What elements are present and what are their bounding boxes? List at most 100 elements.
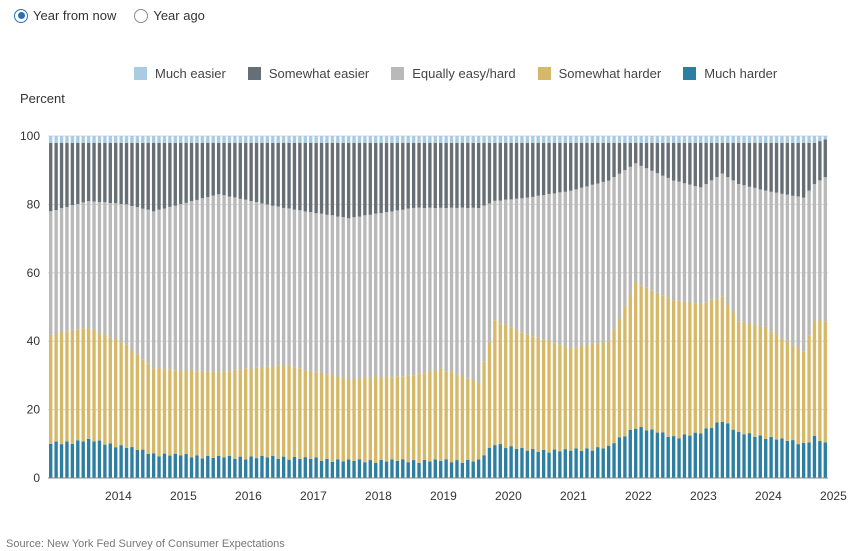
legend-item-equally[interactable]: Equally easy/hard (391, 66, 516, 81)
bar-segment-somewhat-easier (785, 142, 790, 195)
bar-segment-much-harder (108, 443, 112, 478)
bar-segment-somewhat-harder (807, 335, 811, 443)
bar-segment-somewhat-harder (742, 322, 746, 435)
bar-segment-much-harder (114, 447, 118, 478)
bar-segment-equally-easy-hard (411, 207, 416, 376)
bar-segment-much-easier (65, 136, 69, 143)
bar-segment-somewhat-harder (476, 382, 481, 460)
bar-segment-much-easier (596, 136, 600, 143)
bar-segment-somewhat-easier (650, 142, 654, 171)
bar-segment-somewhat-harder (309, 370, 313, 459)
bar-segment-equally-easy-hard (428, 207, 432, 372)
bar-segment-equally-easy-hard (384, 212, 389, 377)
bar-segment-much-easier (119, 136, 123, 143)
bar-segment-much-harder (352, 460, 356, 478)
radio-year-from-now-indicator[interactable] (14, 8, 28, 23)
bar-segment-much-harder (623, 436, 627, 478)
bar-segment-somewhat-easier (108, 142, 112, 204)
x-tick-label: 2025 (820, 489, 847, 503)
bar-segment-equally-easy-hard (238, 198, 242, 371)
bar-segment-much-harder (162, 453, 167, 478)
legend-item-somewhat-harder[interactable]: Somewhat harder (537, 66, 661, 81)
bar-segment-somewhat-harder (271, 367, 275, 456)
bar-segment-much-harder (260, 455, 264, 478)
bar-segment-somewhat-easier (688, 142, 692, 185)
bar-segment-somewhat-easier (76, 142, 80, 205)
bar-segment-much-easier (76, 136, 80, 143)
bar-segment-equally-easy-hard (433, 208, 437, 371)
bar-segment-equally-easy-hard (455, 207, 459, 375)
legend-item-much-harder[interactable]: Much harder (683, 66, 777, 81)
radio-year-from-now[interactable]: Year from now (14, 8, 116, 23)
bar-segment-somewhat-easier (590, 142, 595, 185)
bar-segment-much-harder (514, 449, 519, 478)
bar-segment-somewhat-harder (325, 374, 329, 459)
bar-segment-much-harder (774, 439, 779, 478)
bar-segment-somewhat-harder (601, 341, 605, 449)
bar-segment-somewhat-easier (558, 142, 562, 193)
bar-segment-somewhat-easier (655, 142, 660, 174)
bar-segment-somewhat-harder (103, 334, 107, 445)
bar-segment-somewhat-harder (298, 368, 302, 459)
bar-segment-much-easier (677, 136, 681, 143)
bar-segment-much-easier (357, 136, 362, 143)
bar-segment-equally-easy-hard (211, 195, 215, 372)
bar-segment-much-easier (493, 136, 497, 143)
bar-segment-somewhat-easier (265, 142, 270, 205)
bar-segment-much-easier (200, 136, 205, 143)
bar-segment-somewhat-easier (49, 142, 53, 212)
bar-segment-somewhat-easier (764, 142, 768, 191)
bar-segment-equally-easy-hard (336, 216, 340, 378)
bar-segment-much-easier (536, 136, 540, 143)
bar-segment-equally-easy-hard (780, 193, 784, 339)
bar-segment-equally-easy-hard (493, 200, 497, 321)
bar-segment-equally-easy-hard (319, 213, 324, 373)
legend-item-much-easier[interactable]: Much easier (134, 66, 226, 81)
bar-segment-equally-easy-hard (249, 201, 253, 370)
bar-segment-much-easier (254, 136, 259, 143)
bar-segment-somewhat-harder (449, 371, 454, 463)
radio-year-ago[interactable]: Year ago (134, 8, 205, 23)
bar-segment-somewhat-harder (693, 303, 697, 433)
bar-segment-equally-easy-hard (168, 206, 172, 370)
bar-segment-much-harder (49, 443, 53, 478)
bar-segment-somewhat-harder (244, 368, 248, 460)
bar-segment-somewhat-harder (736, 321, 741, 432)
bar-segment-much-easier (726, 136, 730, 143)
bar-segment-much-harder (720, 421, 725, 478)
bar-segment-much-harder (552, 449, 557, 478)
bar-segment-somewhat-harder (233, 369, 237, 459)
bar-segment-somewhat-easier (747, 142, 752, 187)
bar-segment-somewhat-harder (682, 301, 687, 435)
bar-segment-somewhat-easier (368, 142, 372, 215)
bar-segment-equally-easy-hard (715, 177, 719, 299)
bar-segment-somewhat-harder (357, 379, 362, 460)
legend-item-somewhat-easier[interactable]: Somewhat easier (247, 66, 369, 81)
bar-segment-somewhat-harder (780, 338, 784, 439)
bar-segment-somewhat-harder (606, 341, 611, 446)
bar-segment-much-harder (173, 453, 177, 478)
bar-segment-equally-easy-hard (541, 195, 546, 340)
bar-segment-equally-easy-hard (482, 205, 486, 362)
bar-segment-somewhat-harder (525, 334, 530, 451)
bar-segment-equally-easy-hard (141, 208, 145, 360)
bar-segment-much-harder (704, 428, 708, 478)
bar-segment-much-easier (303, 136, 307, 143)
y-tick-label: 40 (27, 334, 41, 348)
bar-segment-much-harder (791, 440, 795, 478)
bar-segment-equally-easy-hard (233, 197, 237, 370)
bar-segment-somewhat-easier (103, 142, 107, 203)
y-tick-label: 100 (20, 129, 40, 143)
bar-segment-somewhat-easier (677, 142, 681, 182)
bar-segment-much-harder (254, 458, 259, 478)
bar-segment-much-harder (818, 441, 822, 478)
bar-segment-much-easier (558, 136, 562, 143)
bar-segment-somewhat-easier (314, 142, 318, 214)
bar-segment-somewhat-easier (352, 142, 356, 218)
bar-segment-somewhat-harder (715, 298, 719, 423)
radio-year-ago-indicator[interactable] (134, 8, 149, 23)
bar-segment-much-easier (606, 136, 611, 143)
bar-segment-much-harder (769, 436, 773, 478)
bar-segment-somewhat-harder (417, 373, 421, 463)
bar-segment-much-easier (368, 136, 372, 143)
